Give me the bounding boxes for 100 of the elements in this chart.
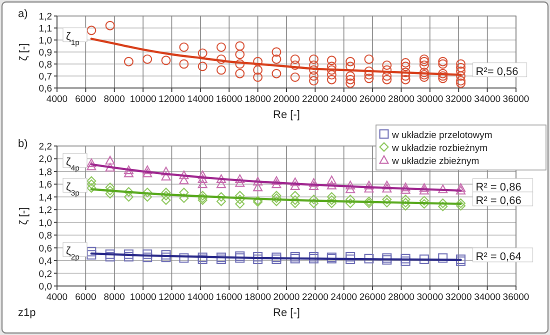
point [253, 176, 263, 186]
point [142, 192, 152, 202]
point [142, 252, 152, 262]
point [382, 194, 392, 204]
x-tick-label: 28000 [388, 94, 414, 105]
y-tick-label: 1,4 [38, 192, 52, 204]
point [456, 186, 466, 194]
point [400, 194, 410, 204]
annotation: ζ$_{4p}$ [66, 156, 80, 172]
x-tick-label: 8000 [104, 292, 125, 303]
point [309, 181, 319, 190]
x-tick-label: 14000 [187, 94, 214, 105]
point [161, 195, 171, 205]
point [179, 193, 189, 203]
legend-label: w układzie zbieżnym [391, 156, 480, 167]
point [86, 179, 96, 189]
x-tick-label: 36000 [502, 94, 530, 105]
point [290, 190, 300, 200]
point [438, 184, 448, 194]
x-tick-label: 24000 [330, 292, 358, 303]
y-tick-label: 1,0 [38, 36, 52, 46]
x-axis-title: Re [-] [273, 307, 300, 319]
x-tick-label: 34000 [474, 94, 501, 105]
point [326, 180, 336, 190]
annotation: R² = 0,66 [476, 194, 522, 207]
point [216, 174, 226, 183]
point [346, 198, 356, 208]
point [456, 198, 466, 208]
point [346, 252, 356, 262]
point [142, 165, 152, 174]
point [235, 194, 245, 204]
x-tick-label: 20000 [273, 292, 300, 303]
x-tick-label: 6000 [75, 292, 96, 303]
x-tick-label: 24000 [330, 94, 358, 105]
point [419, 254, 429, 264]
point [198, 170, 208, 180]
point [161, 166, 171, 176]
point [216, 179, 226, 188]
point [124, 252, 134, 262]
point [400, 198, 410, 208]
point [124, 165, 134, 174]
y-axis-title: ζ [-] [18, 43, 30, 61]
legend-label: w układzie rozbieżnym [391, 143, 488, 154]
point [364, 254, 374, 264]
point [400, 201, 410, 211]
point [326, 198, 336, 208]
text: b) [18, 138, 28, 150]
point [400, 254, 410, 264]
point [179, 253, 189, 263]
point [86, 183, 96, 193]
point [290, 195, 300, 205]
x-tick-label: 30000 [416, 292, 444, 303]
point [346, 184, 356, 194]
x-tick-label: 22000 [302, 292, 328, 303]
point [86, 246, 96, 256]
point [382, 184, 392, 193]
x-tick-label: 18000 [244, 94, 272, 105]
point [124, 168, 134, 178]
x-axis-title: Re [-] [273, 109, 300, 121]
annotation: ζ$_{3p}$ [66, 181, 80, 197]
point [198, 179, 208, 188]
y-tick-label: 0,6 [38, 243, 52, 254]
point [438, 198, 448, 208]
point [142, 188, 152, 198]
point [216, 196, 226, 206]
x-tick-label: 26000 [359, 292, 386, 303]
point [309, 178, 319, 187]
point [382, 180, 392, 190]
y-tick-label: 0,7 [38, 72, 52, 82]
point [400, 182, 410, 192]
point [400, 256, 410, 266]
point [456, 183, 466, 192]
point [364, 184, 374, 193]
point [400, 185, 410, 194]
point [235, 190, 245, 200]
x-tick-label: 16000 [216, 94, 242, 105]
x-tick-label: 32000 [445, 292, 472, 303]
point [198, 190, 208, 200]
y-tick-label: 1,6 [38, 180, 52, 191]
point [179, 176, 189, 184]
point [290, 181, 300, 190]
point [124, 192, 134, 202]
text: a) [18, 8, 28, 20]
y-tick-label: 1,1 [38, 24, 52, 34]
x-tick-label: 30000 [416, 94, 444, 105]
point [419, 199, 429, 209]
point [419, 196, 429, 206]
x-tick-label: 34000 [474, 292, 501, 303]
point [346, 194, 356, 204]
annotation: R² = 0,86 [476, 182, 522, 194]
x-tick-label: 12000 [158, 292, 185, 303]
point [161, 172, 171, 180]
x-tick-label: 36000 [502, 292, 530, 303]
point [346, 180, 356, 190]
point [419, 186, 429, 194]
point [253, 254, 263, 264]
x-tick-label: 12000 [158, 94, 185, 105]
x-tick-label: 4000 [46, 292, 68, 303]
point [105, 252, 115, 262]
y-tick-label: 0,4 [38, 256, 52, 268]
